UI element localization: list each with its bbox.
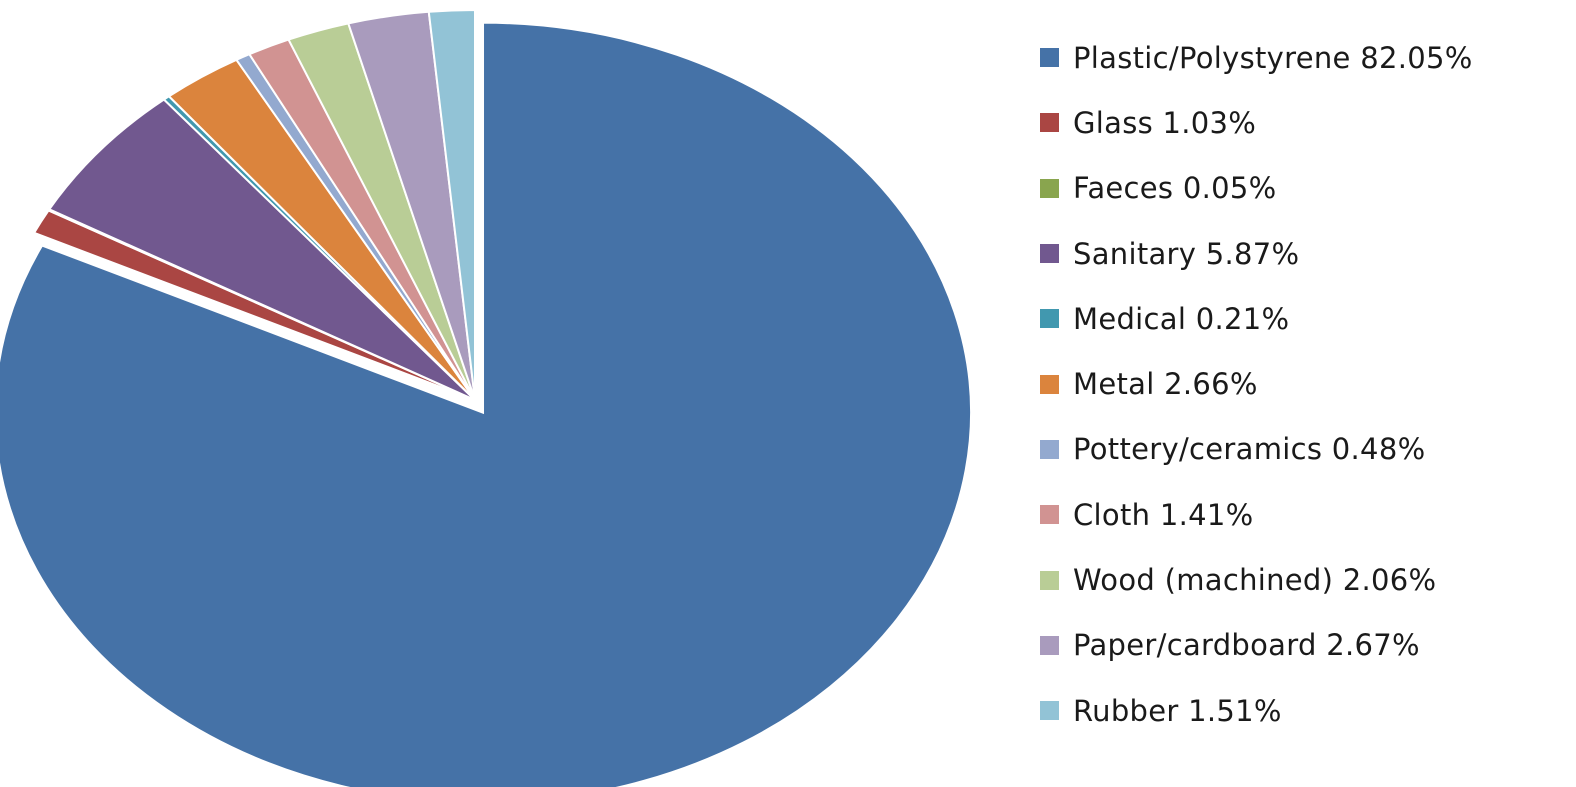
legend-item-medical: Medical 0.21% [1040, 286, 1570, 351]
legend-label: Glass 1.03% [1073, 105, 1257, 140]
legend-label: Faeces 0.05% [1073, 171, 1277, 206]
legend-swatch [1040, 439, 1059, 459]
legend-swatch [1040, 113, 1059, 133]
legend-item-sanitary: Sanitary 5.87% [1040, 221, 1570, 286]
legend-label: Paper/cardboard 2.67% [1073, 628, 1420, 663]
pie-slice-rubber [427, 8, 476, 401]
legend-label: Medical 0.21% [1073, 301, 1290, 336]
legend-item-metal: Metal 2.66% [1040, 351, 1570, 416]
legend-item-pottery-ceramics: Pottery/ceramics 0.48% [1040, 417, 1570, 482]
legend-swatch [1040, 48, 1059, 68]
legend-swatch [1040, 178, 1059, 198]
legend-swatch [1040, 374, 1059, 394]
legend-swatch [1040, 505, 1059, 525]
chart-legend: Plastic/Polystyrene 82.05% Glass 1.03% Fae… [1040, 25, 1570, 743]
legend-item-paper-cardboard: Paper/cardboard 2.67% [1040, 613, 1570, 678]
legend-label: Wood (machined) 2.06% [1073, 563, 1437, 598]
pie-slice-plastic-polystyrene [0, 21, 972, 787]
legend-item-rubber: Rubber 1.51% [1040, 678, 1570, 743]
legend-label: Pottery/ceramics 0.48% [1073, 432, 1426, 467]
legend-item-glass: Glass 1.03% [1040, 90, 1570, 155]
legend-item-plastic-polystyrene: Plastic/Polystyrene 82.05% [1040, 25, 1570, 90]
legend-swatch [1040, 309, 1059, 329]
legend-label: Sanitary 5.87% [1073, 236, 1300, 271]
legend-item-faeces: Faeces 0.05% [1040, 156, 1570, 221]
pie-slice-sanitary [47, 98, 476, 401]
legend-label: Plastic/Polystyrene 82.05% [1073, 40, 1473, 75]
legend-swatch [1040, 701, 1059, 721]
legend-label: Metal 2.66% [1073, 367, 1258, 402]
legend-swatch [1040, 570, 1059, 590]
legend-swatch [1040, 635, 1059, 655]
legend-label: Rubber 1.51% [1073, 693, 1282, 728]
legend-item-cloth: Cloth 1.41% [1040, 482, 1570, 547]
legend-swatch [1040, 244, 1059, 264]
legend-item-wood-machined: Wood (machined) 2.06% [1040, 547, 1570, 612]
pie-chart [0, 8, 972, 787]
legend-label: Cloth 1.41% [1073, 497, 1254, 532]
